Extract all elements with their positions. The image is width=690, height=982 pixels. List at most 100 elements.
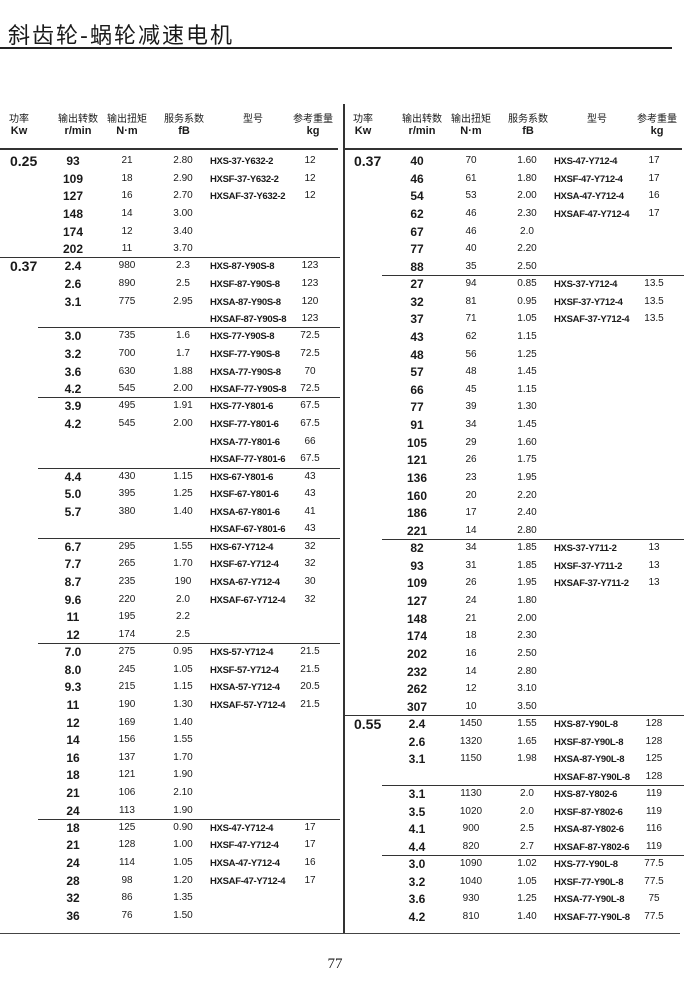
model-cell: HXSAF-77-Y801-6 [210, 454, 286, 466]
header-unit: r/min [408, 125, 436, 137]
service-factor-cell: 2.80 [517, 665, 537, 677]
model-cell: HXSF-87-Y90L-8 [554, 736, 624, 748]
output-speed-cell: 3.6 [64, 364, 82, 379]
output-torque-cell: 21 [465, 612, 477, 624]
header-label: 参考重量 [293, 114, 333, 125]
weight-cell: 72.5 [300, 330, 320, 342]
weight-cell: 12 [304, 155, 316, 166]
output-torque-cell: 820 [462, 840, 480, 852]
header-rule [0, 148, 338, 150]
service-factor-cell: 1.00 [173, 839, 193, 851]
table-row: 3.1 1150 1.98 HXSA-87-Y90L-8 125 [344, 751, 684, 769]
table-row: 0.37 2.4 980 2.3 HXS-87-Y90S-8 123 [0, 257, 340, 276]
output-torque-cell: 775 [118, 295, 136, 307]
header-unit: fB [522, 125, 534, 137]
table-row: 8.7 235 190 HXSA-67-Y712-4 30 [0, 574, 340, 592]
table-row: 9.6 220 2.0 HXSAF-67-Y712-4 32 [0, 592, 340, 610]
table-row: 105 29 1.60 [344, 435, 684, 453]
table-row: 202 11 3.70 [0, 241, 340, 259]
output-speed-cell: 46 [410, 171, 424, 186]
output-speed-cell: 4.4 [64, 469, 82, 484]
service-factor-cell: 2.0 [520, 788, 534, 800]
table-row: 21 106 2.10 [0, 785, 340, 803]
output-torque-cell: 62 [465, 330, 477, 342]
service-factor-cell: 1.15 [517, 330, 537, 342]
output-torque-cell: 35 [465, 260, 477, 272]
bottom-rule [0, 933, 680, 934]
service-factor-cell: 1.7 [176, 348, 190, 360]
model-cell: HXS-87-Y802-6 [554, 789, 618, 801]
output-speed-cell: 160 [406, 488, 428, 503]
model-cell: HXSF-87-Y90S-8 [210, 278, 280, 290]
table-row: 3.0 735 1.6 HXS-77-Y90S-8 72.5 [38, 327, 340, 346]
output-speed-cell: 232 [406, 664, 428, 679]
header-label: 输出扭矩 [451, 114, 491, 125]
table-row: 18 121 1.90 [0, 767, 340, 785]
power-kw-cell: 0.37 [354, 153, 382, 169]
table-row: 148 21 2.00 [344, 611, 684, 629]
output-torque-cell: 930 [462, 893, 480, 905]
output-speed-cell: 3.1 [408, 787, 426, 802]
table-row: 6.7 295 1.55 HXS-67-Y712-4 32 [38, 537, 340, 557]
service-factor-cell: 1.90 [173, 804, 193, 816]
output-speed-cell: 11 [66, 610, 80, 625]
model-cell: HXSAF-87-Y90L-8 [554, 771, 630, 783]
output-torque-cell: 174 [118, 628, 136, 640]
header-unit: N·m [460, 125, 482, 137]
table-row: 4.2 545 2.00 HXSAF-77-Y90S-8 72.5 [0, 381, 340, 399]
output-speed-cell: 4.2 [64, 382, 82, 397]
output-speed-cell: 11 [66, 697, 80, 712]
output-torque-cell: 1090 [459, 858, 483, 870]
output-torque-cell: 1450 [459, 718, 483, 729]
model-cell: HXSA-47-Y712-4 [210, 858, 280, 870]
output-torque-cell: 169 [118, 716, 136, 728]
service-factor-cell: 1.65 [517, 735, 537, 747]
weight-cell: 66 [304, 435, 316, 447]
model-cell: HXSF-77-Y801-6 [210, 419, 279, 431]
model-cell: HXS-77-Y90L-8 [554, 859, 618, 871]
model-cell: HXSA-77-Y90S-8 [210, 366, 281, 378]
model-cell: HXSAF-47-Y712-4 [210, 875, 286, 887]
output-speed-cell: 221 [406, 523, 428, 538]
table-row: 3.0 1090 1.02 HXS-77-Y90L-8 77.5 [382, 855, 684, 874]
output-speed-cell: 8.7 [64, 574, 82, 589]
table-row: 5.7 380 1.40 HXSA-67-Y801-6 41 [0, 504, 340, 522]
table-row: 48 56 1.25 [344, 347, 684, 365]
output-torque-cell: 76 [121, 910, 133, 922]
output-speed-cell: 3.5 [408, 804, 426, 819]
output-speed-cell: 93 [410, 558, 424, 573]
weight-cell: 119 [646, 788, 662, 800]
table-row: 127 24 1.80 [344, 593, 684, 611]
weight-cell: 119 [646, 840, 662, 852]
service-factor-cell: 1.60 [517, 436, 537, 448]
output-torque-cell: 890 [118, 277, 136, 289]
output-speed-cell: 148 [406, 611, 428, 626]
model-cell: HXS-37-Y711-2 [554, 543, 617, 555]
output-torque-cell: 81 [465, 295, 477, 307]
service-factor-cell: 1.80 [517, 595, 537, 607]
service-factor-cell: 2.00 [517, 190, 537, 202]
output-speed-cell: 62 [410, 206, 424, 221]
service-factor-cell: 1.40 [173, 716, 193, 728]
output-speed-cell: 32 [66, 891, 80, 906]
output-torque-cell: 1040 [459, 875, 483, 887]
output-torque-cell: 29 [465, 436, 477, 448]
table-header: 功率 Kw 输出转数 r/min 输出扭矩 N·m 服务系数 fB 型号 参考重量 kg [0, 108, 340, 150]
weight-cell: 21.5 [300, 663, 320, 675]
table-row: HXSAF-87-Y90S-8 123 [0, 311, 340, 329]
output-speed-cell: 54 [410, 189, 424, 204]
table-row: 21 128 1.00 HXSF-47-Y712-4 17 [0, 837, 340, 855]
output-speed-cell: 67 [410, 224, 424, 239]
model-cell: HXS-87-Y90S-8 [210, 261, 275, 273]
table-row: 18 125 0.90 HXS-47-Y712-4 17 [38, 818, 340, 838]
service-factor-cell: 2.5 [176, 628, 190, 640]
weight-cell: 21.5 [300, 698, 320, 710]
service-factor-cell: 2.30 [517, 630, 537, 642]
output-speed-cell: 2.6 [408, 734, 426, 749]
model-cell: HXSF-47-Y712-4 [554, 173, 623, 185]
page-number: 77 [327, 956, 343, 972]
service-factor-cell: 1.15 [173, 470, 193, 482]
table-row: 91 34 1.45 [344, 417, 684, 435]
table-row: 36 76 1.50 [0, 908, 340, 926]
weight-cell: 17 [648, 207, 660, 219]
